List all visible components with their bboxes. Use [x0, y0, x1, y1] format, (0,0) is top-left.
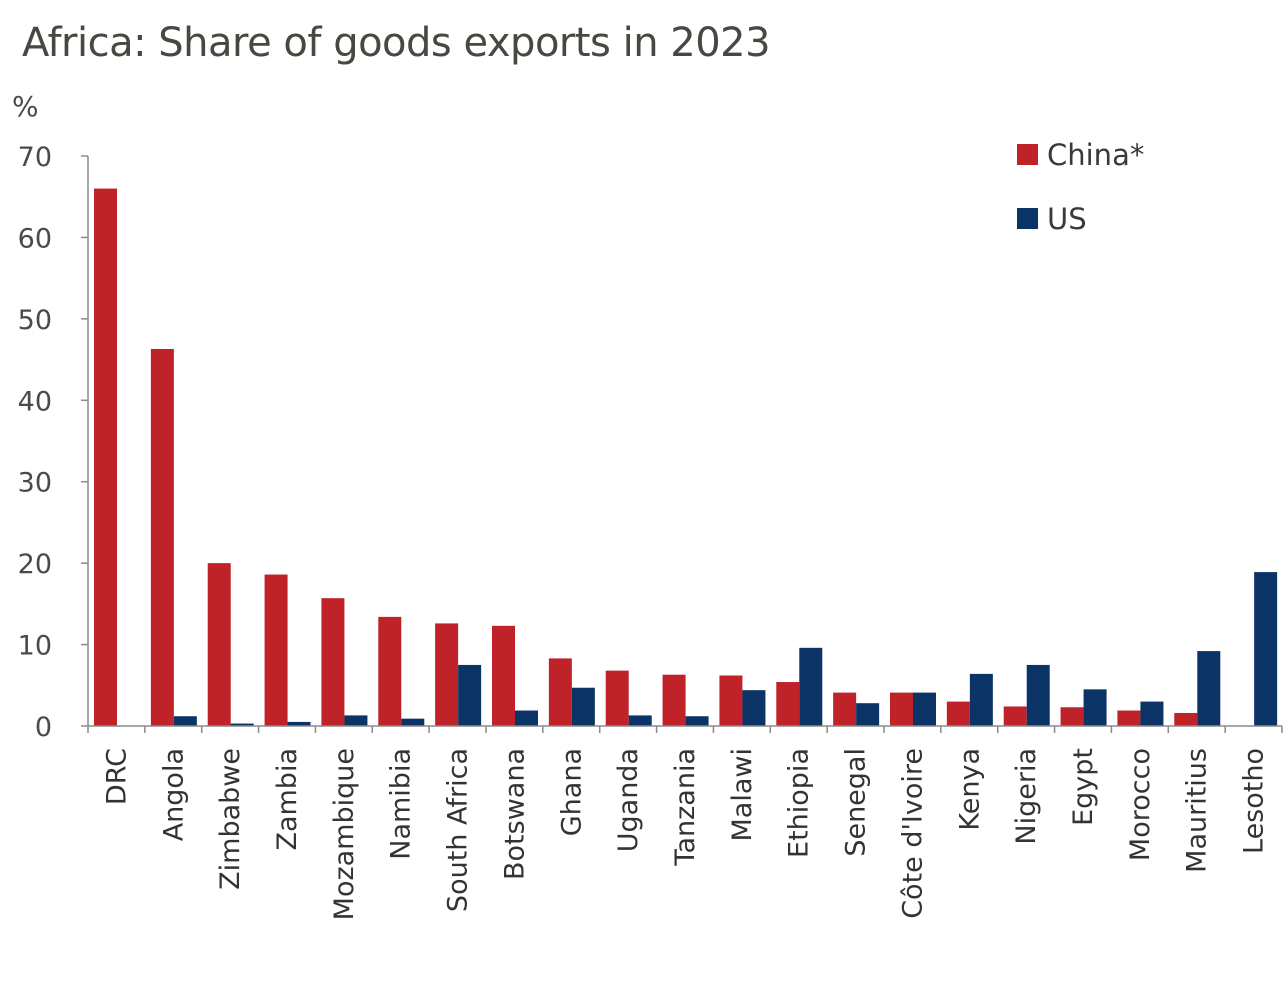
bar-us-zambia — [287, 721, 311, 726]
x-category-label: Tanzania — [670, 748, 701, 867]
bar-china-senegal — [833, 692, 857, 726]
bar-china-morocco — [1117, 710, 1141, 726]
x-category-label: Morocco — [1125, 748, 1156, 861]
bar-us-south-africa — [458, 664, 482, 726]
x-category-label: Côte d'Ivoire — [897, 748, 928, 919]
bar-china-mozambique — [321, 598, 345, 726]
bar-us-nigeria — [1026, 664, 1050, 726]
bar-us-uganda — [628, 715, 652, 726]
x-category-label: Mozambique — [329, 748, 360, 920]
y-tick-label: 50 — [18, 305, 52, 336]
x-category-label: Kenya — [954, 748, 985, 831]
bar-us-mozambique — [344, 715, 368, 726]
bar-china-malawi — [719, 675, 743, 726]
bar-us-tanzania — [685, 716, 709, 726]
x-category-label: Ghana — [556, 748, 587, 836]
x-category-label: South Africa — [443, 748, 474, 912]
legend: China* US — [1017, 138, 1144, 236]
bar-china-zimbabwe — [207, 563, 231, 726]
bar-us-zimbabwe — [230, 723, 254, 726]
y-tick-label: 10 — [18, 631, 52, 662]
y-tick-label: 20 — [18, 549, 52, 580]
bar-us-ethiopia — [799, 647, 823, 726]
x-category-label: Namibia — [386, 748, 417, 860]
x-category-label: Angola — [158, 748, 189, 841]
x-category-label: Senegal — [841, 748, 872, 857]
y-tick-label: 60 — [18, 223, 52, 254]
x-category-label: Botswana — [499, 748, 530, 880]
bar-china-nigeria — [1003, 706, 1027, 726]
bar-china-angola — [150, 348, 174, 726]
bar-china-drc — [94, 188, 117, 726]
bar-us-botswana — [515, 710, 538, 726]
bar-china-egypt — [1060, 707, 1084, 726]
y-tick-label: 40 — [18, 386, 52, 417]
chart-title: Africa: Share of goods exports in 2023 — [22, 20, 771, 66]
bar-china-uganda — [605, 670, 629, 726]
bar-china-kenya — [946, 701, 970, 726]
x-category-label: Lesotho — [1239, 748, 1270, 854]
bar-us-namibia — [401, 718, 425, 726]
bar-us-angola — [173, 716, 197, 726]
x-category-label: Mauritius — [1182, 748, 1213, 873]
bar-us-ghana — [571, 687, 595, 726]
bar-us-mauritius — [1197, 651, 1221, 726]
bar-china-ghana — [548, 658, 572, 726]
bar-us-c-te-d-ivoire — [913, 692, 936, 726]
x-category-label: Egypt — [1068, 748, 1099, 826]
x-category-label: Malawi — [727, 748, 758, 841]
bar-china-south-africa — [435, 623, 459, 726]
y-axis-unit-label: % — [12, 90, 39, 123]
y-tick-label: 70 — [18, 142, 52, 173]
bar-us-malawi — [742, 690, 766, 726]
legend-swatch-china — [1017, 144, 1038, 165]
bar-china-tanzania — [662, 674, 686, 726]
bar-china-ethiopia — [776, 682, 800, 726]
bar-china-zambia — [264, 574, 288, 726]
bar-china-c-te-d-ivoire — [890, 692, 913, 726]
bar-china-botswana — [492, 625, 515, 726]
bar-china-mauritius — [1174, 712, 1198, 726]
bar-us-kenya — [969, 673, 993, 726]
axes-group: 0 10 20 30 40 50 60 70 DRC Angola Zimbabwe Zambia Mo… — [18, 142, 1283, 920]
bar-us-egypt — [1083, 689, 1107, 726]
y-tick-label: 30 — [18, 468, 52, 499]
bar-us-morocco — [1140, 701, 1164, 726]
legend-label-china: China* — [1047, 138, 1144, 172]
y-tick-label: 0 — [35, 712, 52, 743]
x-category-label: Ethiopia — [784, 748, 815, 858]
x-category-label: Zambia — [272, 748, 303, 851]
x-category-label: Uganda — [613, 748, 644, 852]
bar-us-senegal — [856, 703, 880, 726]
bars-group — [94, 188, 1278, 726]
legend-label-us: US — [1047, 202, 1087, 236]
bar-us-lesotho — [1254, 572, 1278, 726]
x-category-label: Zimbabwe — [215, 748, 246, 890]
x-category-label: Nigeria — [1011, 748, 1042, 845]
x-category-label: DRC — [101, 748, 132, 805]
bar-china-namibia — [378, 616, 402, 726]
legend-swatch-us — [1017, 208, 1038, 229]
